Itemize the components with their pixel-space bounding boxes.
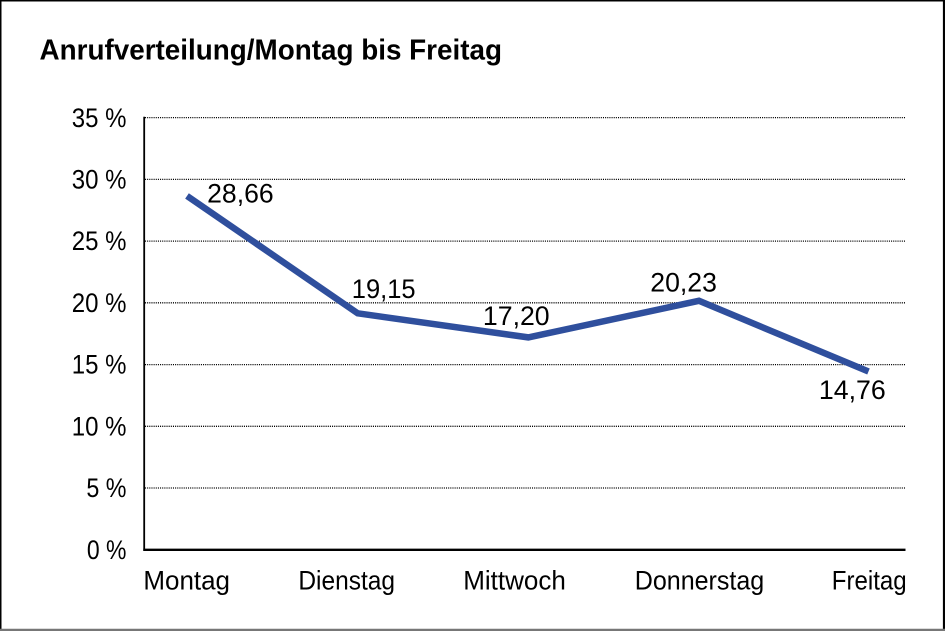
- svg-text:5 %: 5 %: [86, 473, 126, 503]
- svg-text:14,76: 14,76: [819, 375, 886, 405]
- svg-text:Montag: Montag: [143, 566, 230, 596]
- svg-text:19,15: 19,15: [352, 274, 416, 304]
- svg-text:0 %: 0 %: [87, 535, 127, 565]
- svg-text:20 %: 20 %: [72, 288, 127, 318]
- svg-text:Mittwoch: Mittwoch: [463, 566, 566, 596]
- svg-text:Freitag: Freitag: [832, 566, 907, 596]
- svg-text:25 %: 25 %: [72, 226, 127, 256]
- svg-text:15 %: 15 %: [72, 350, 127, 380]
- svg-text:Donnerstag: Donnerstag: [635, 566, 765, 596]
- svg-text:28,66: 28,66: [207, 178, 274, 208]
- svg-text:17,20: 17,20: [483, 301, 550, 331]
- svg-text:Dienstag: Dienstag: [298, 566, 395, 596]
- svg-text:35 %: 35 %: [72, 103, 127, 133]
- svg-text:10 %: 10 %: [72, 411, 127, 441]
- svg-text:Anrufverteilung/Montag bis Fre: Anrufverteilung/Montag bis Freitag: [40, 34, 503, 66]
- svg-text:20,23: 20,23: [650, 268, 717, 298]
- svg-text:30 %: 30 %: [72, 165, 127, 195]
